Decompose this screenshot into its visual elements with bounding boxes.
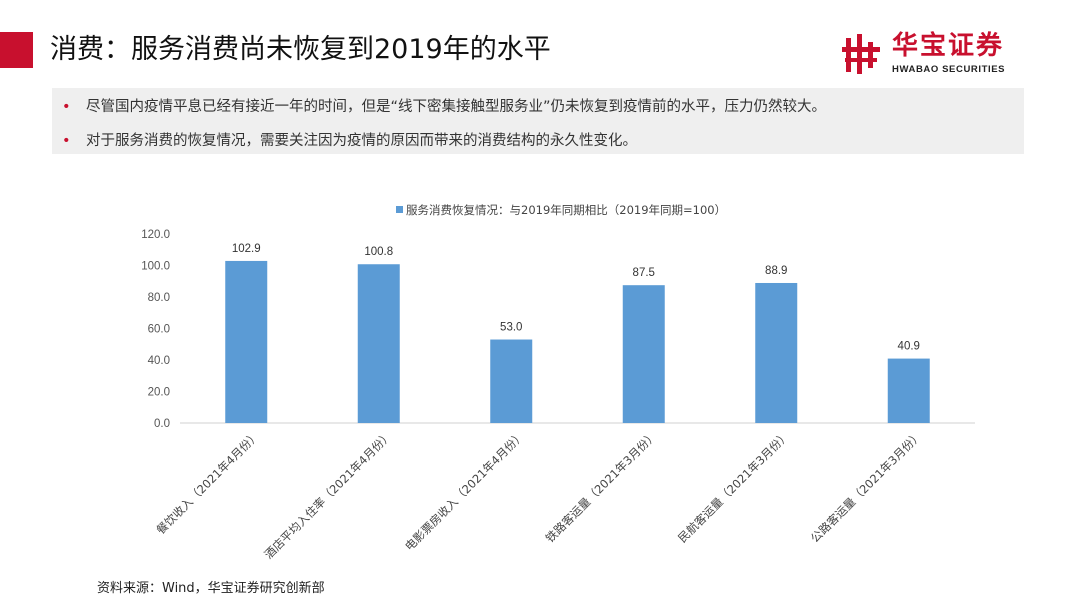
bar-value-label: 87.5 bbox=[633, 267, 655, 279]
bullet-item: • 尽管国内疫情平息已经有接近一年的时间，但是“线下密集接触型服务业”仍未恢复到疫… bbox=[62, 95, 826, 116]
legend-label: 服务消费恢复情况：与2019年同期相比（2019年同期=100） bbox=[406, 203, 726, 217]
page-title: 消费：服务消费尚未恢复到2019年的水平 bbox=[50, 34, 551, 65]
bar-value-label: 40.9 bbox=[898, 341, 920, 353]
bullet-item: • 对于服务消费的恢复情况，需要关注因为疫情的原因而带来的消费结构的永久性变化。 bbox=[62, 129, 637, 150]
bar bbox=[357, 264, 400, 423]
title-accent-bar bbox=[0, 32, 33, 68]
x-category-label: 餐饮收入（2021年4月份） bbox=[153, 428, 262, 537]
x-category-label: 公路客运量（2021年3月份） bbox=[808, 428, 925, 545]
bar bbox=[490, 339, 533, 423]
bar bbox=[755, 282, 798, 423]
company-logo: 华宝证券 HWABAO SECURITIES bbox=[842, 30, 1042, 80]
bullet-dot-icon: • bbox=[62, 133, 71, 149]
y-tick-label: 100.0 bbox=[141, 261, 170, 273]
source-note: 资料来源：Wind，华宝证券研究创新部 bbox=[97, 581, 325, 596]
bar-value-label: 88.9 bbox=[765, 265, 787, 277]
bar-value-label: 102.9 bbox=[232, 243, 261, 255]
x-category-label: 铁路客运量（2021年3月份） bbox=[543, 428, 660, 545]
logo-name-cn: 华宝证券 bbox=[892, 31, 1005, 61]
logo-mark-icon bbox=[842, 34, 880, 74]
y-tick-label: 80.0 bbox=[148, 292, 170, 304]
bar bbox=[887, 358, 930, 423]
y-tick-label: 0.0 bbox=[154, 418, 170, 430]
y-tick-label: 20.0 bbox=[148, 387, 170, 399]
x-category-label: 电影票房收入（2021年4月份） bbox=[402, 428, 527, 553]
bar bbox=[225, 260, 268, 423]
y-tick-label: 60.0 bbox=[148, 324, 170, 336]
bullet-text: 对于服务消费的恢复情况，需要关注因为疫情的原因而带来的消费结构的永久性变化。 bbox=[86, 133, 637, 149]
legend-swatch bbox=[396, 206, 403, 213]
bar-chart: 服务消费恢复情况：与2019年同期相比（2019年同期=100） 0.0 20.0 4… bbox=[141, 203, 975, 562]
bar-value-label: 53.0 bbox=[500, 322, 522, 334]
bullet-dot-icon: • bbox=[62, 99, 71, 115]
y-tick-label: 120.0 bbox=[141, 229, 170, 241]
bullet-box: • 尽管国内疫情平息已经有接近一年的时间，但是“线下密集接触型服务业”仍未恢复到疫… bbox=[52, 88, 1024, 154]
bar bbox=[622, 285, 665, 423]
y-tick-label: 40.0 bbox=[148, 355, 170, 367]
x-category-label: 酒店平均入住率（2021年4月份） bbox=[262, 428, 395, 561]
bar-value-label: 100.8 bbox=[364, 246, 393, 258]
x-category-label: 民航客运量（2021年3月份） bbox=[675, 428, 792, 545]
bullet-text: 尽管国内疫情平息已经有接近一年的时间，但是“线下密集接触型服务业”仍未恢复到疫情… bbox=[86, 99, 827, 115]
logo-name-en: HWABAO SECURITIES bbox=[892, 64, 1006, 75]
